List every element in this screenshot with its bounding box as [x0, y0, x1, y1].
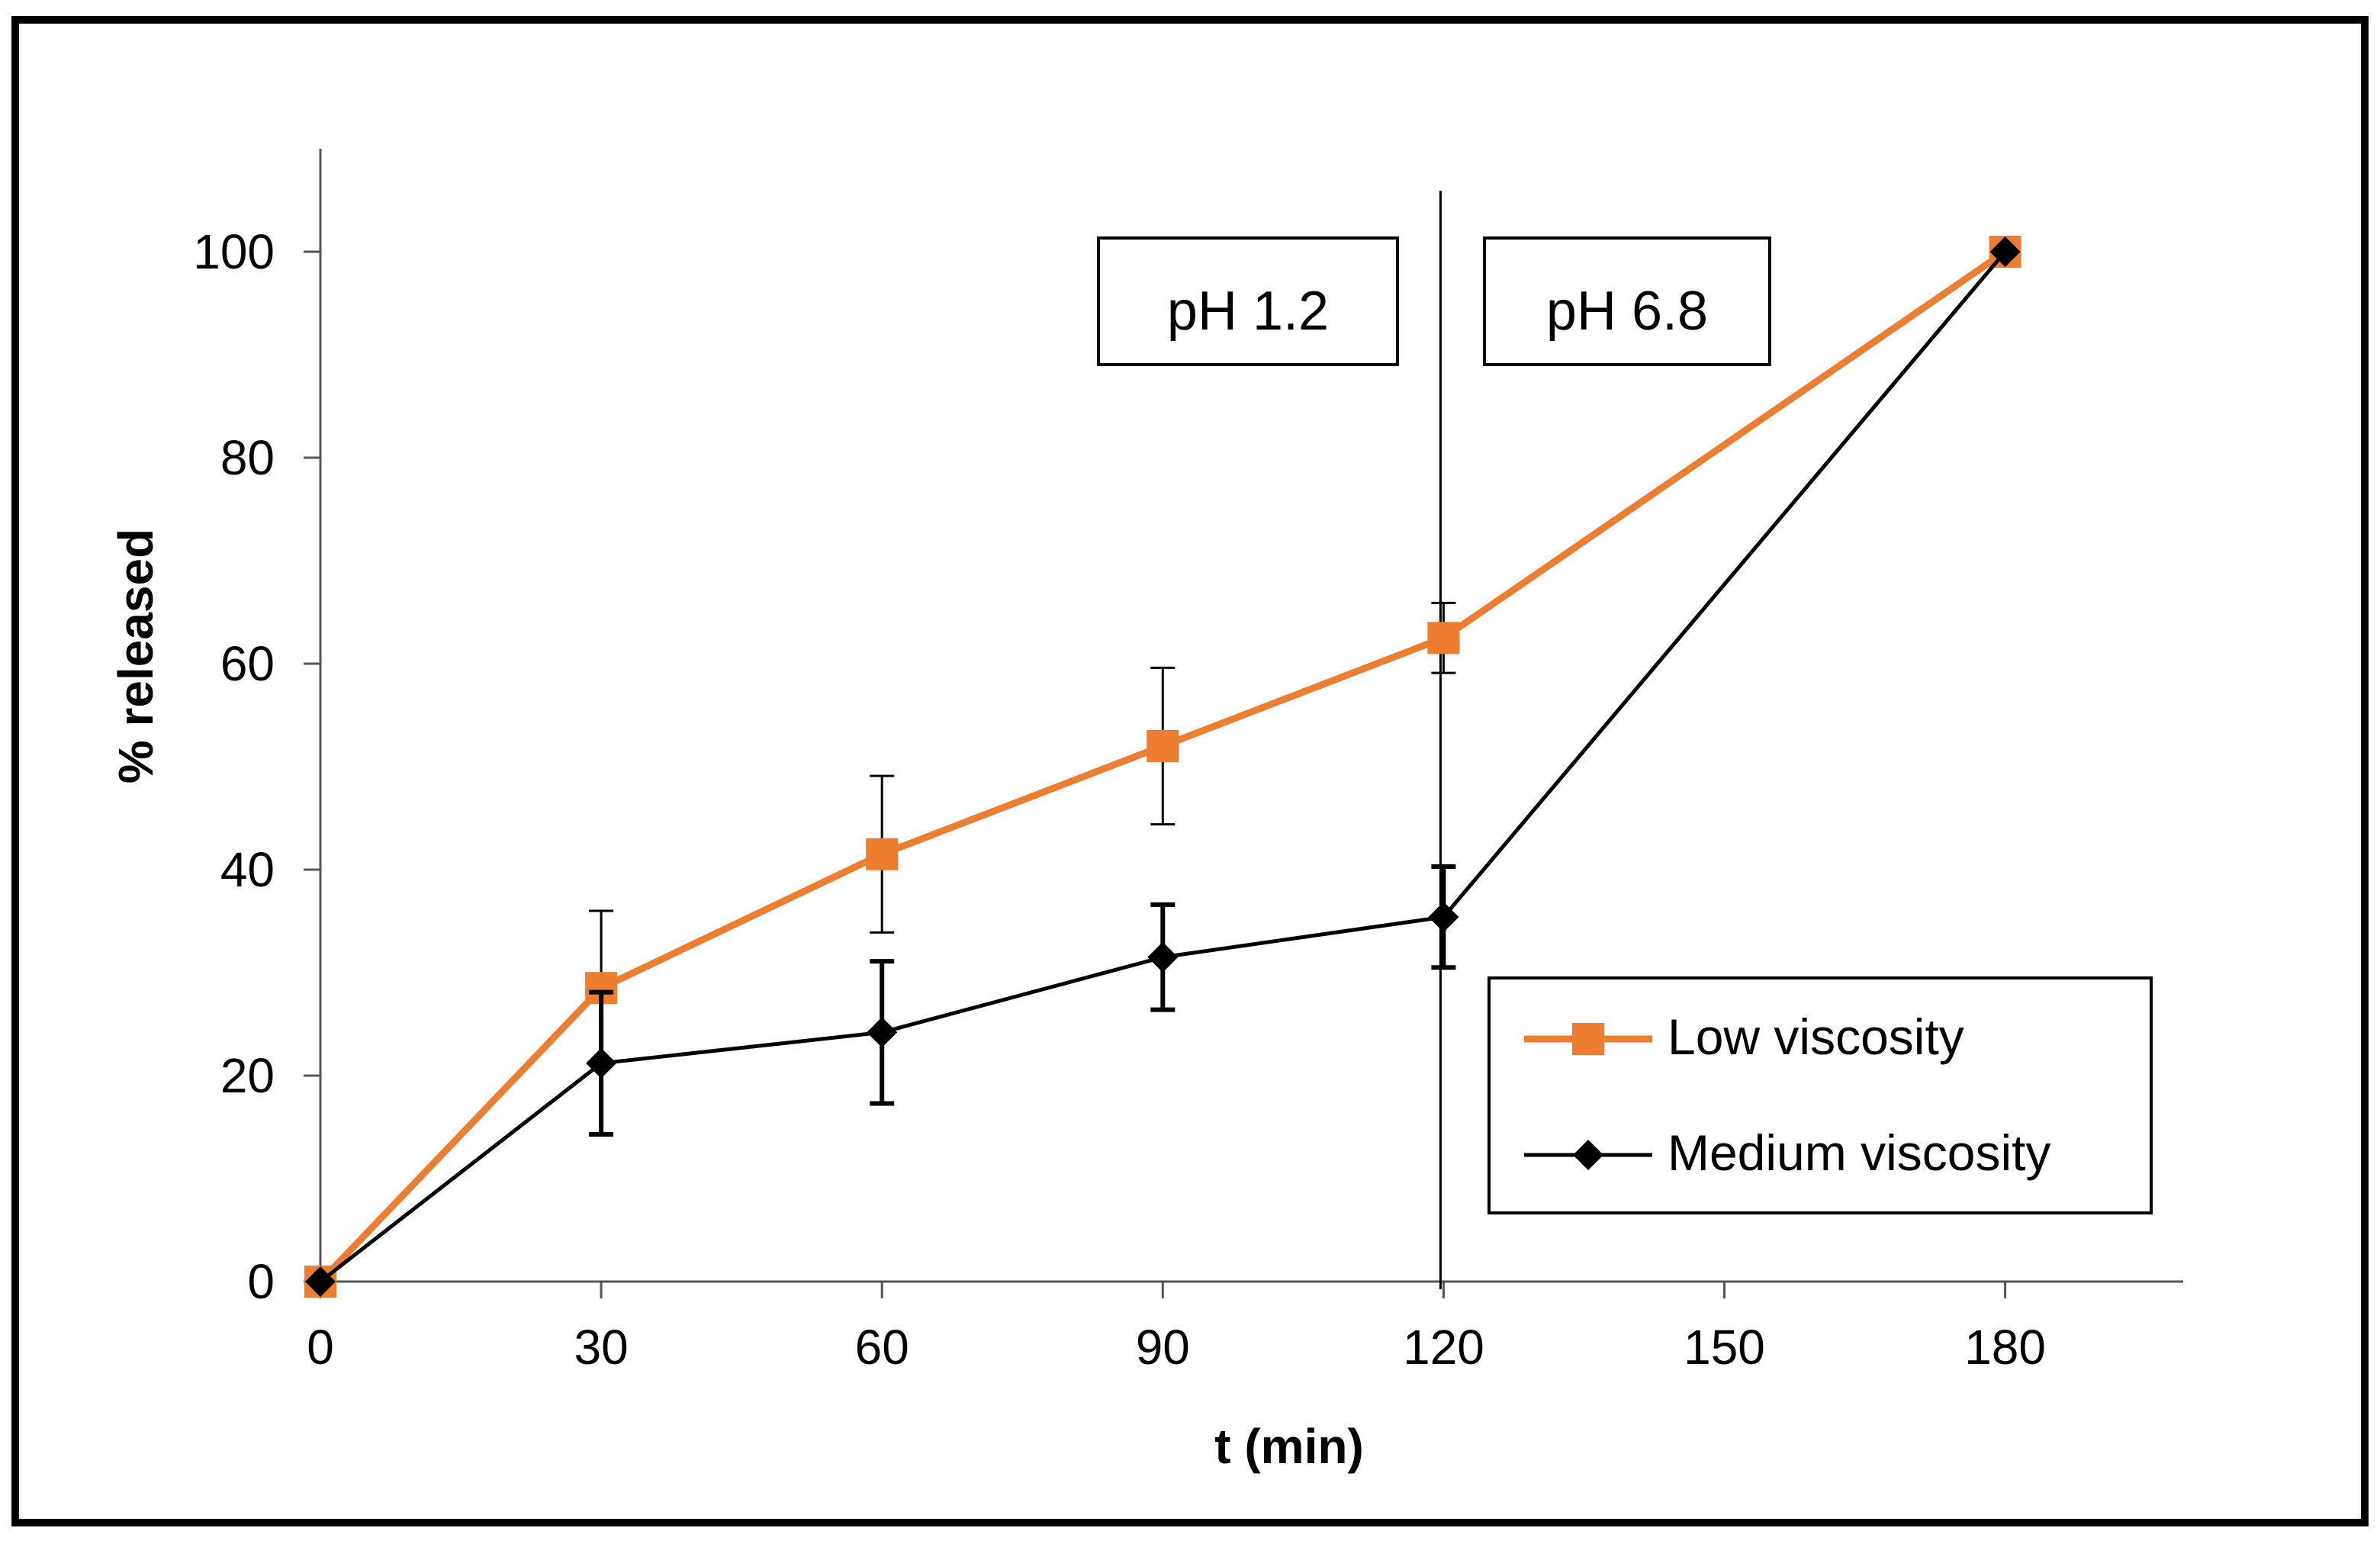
- y-tick-label: 100: [193, 224, 275, 279]
- annotation-ph-neutral: pH 6.8: [1483, 236, 1771, 366]
- data-point: [867, 1017, 898, 1048]
- y-tick-label: 20: [220, 1048, 275, 1103]
- x-tick-label: 90: [1136, 1320, 1190, 1375]
- data-point: [1989, 236, 2021, 267]
- series-line: [317, 249, 2008, 1285]
- legend-box: [1488, 976, 2153, 1214]
- y-tick-label: 0: [247, 1254, 275, 1309]
- legend-swatches: [1524, 1023, 1652, 1170]
- series-medium-viscosity: [305, 236, 2021, 1297]
- legend-marker: [1573, 1140, 1603, 1170]
- y-tick-label: 60: [220, 636, 275, 691]
- x-tick-label: 120: [1403, 1320, 1484, 1375]
- data-point: [305, 1266, 336, 1297]
- data-point: [1147, 730, 1179, 762]
- x-axis-ticks: 0 30 60 90 120 150 180: [307, 1282, 2046, 1375]
- x-tick-label: 180: [1964, 1320, 2046, 1375]
- legend-label-medium: Medium viscosity: [1668, 1124, 2050, 1181]
- data-point: [1147, 941, 1179, 973]
- x-tick-label: 150: [1684, 1320, 1765, 1375]
- legend-marker: [1572, 1023, 1604, 1055]
- y-axis-title: % released: [108, 529, 163, 783]
- x-tick-label: 30: [574, 1320, 629, 1375]
- data-point: [1427, 622, 1460, 655]
- data-point: [866, 838, 899, 870]
- x-tick-label: 60: [855, 1320, 909, 1375]
- axes: [319, 149, 2183, 1283]
- y-axis-ticks: 0 20 40 60 80 100: [193, 224, 320, 1309]
- x-tick-label: 0: [307, 1320, 334, 1375]
- annotation-ph-acid: pH 1.2: [1097, 236, 1399, 366]
- legend: Low viscosity Medium viscosity: [1488, 976, 2153, 1214]
- x-axis-title: t (min): [1214, 1419, 1364, 1474]
- series-line: [319, 250, 2007, 1283]
- y-tick-label: 40: [220, 842, 275, 897]
- annotation-ph-acid-box: [1097, 236, 1399, 366]
- series-layer: [304, 236, 2021, 1298]
- data-point: [1428, 902, 1459, 933]
- legend-label-low: Low viscosity: [1668, 1008, 1964, 1065]
- annotation-ph-neutral-label: pH 6.8: [1546, 281, 1708, 342]
- annotation-ph-acid-label: pH 1.2: [1167, 281, 1329, 342]
- annotation-ph-neutral-box: [1483, 236, 1771, 366]
- y-tick-label: 80: [220, 430, 275, 485]
- data-point: [586, 1047, 617, 1079]
